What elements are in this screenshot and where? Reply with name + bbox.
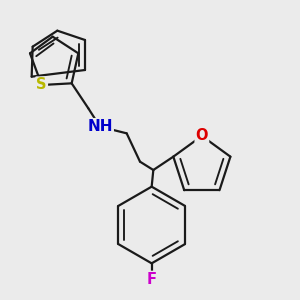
Text: F: F — [147, 272, 157, 287]
Text: S: S — [36, 77, 47, 92]
Text: O: O — [196, 128, 208, 143]
Text: NH: NH — [87, 119, 113, 134]
